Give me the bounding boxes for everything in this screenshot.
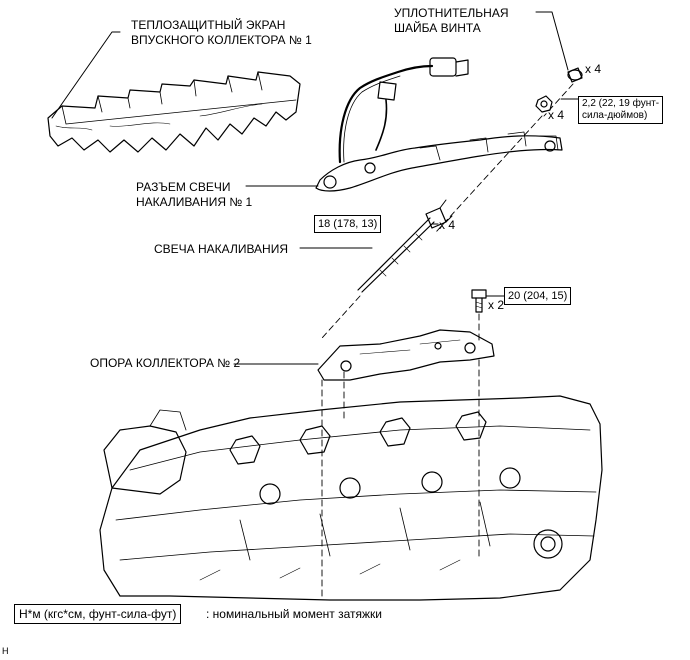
leader-lines bbox=[51, 11, 579, 365]
manifold-bracket-label: ОПОРА КОЛЛЕКТОРА № 2 bbox=[90, 356, 241, 370]
engine-head-part bbox=[99, 395, 603, 601]
glow-plug-quantity: x 4 bbox=[439, 218, 456, 232]
glow-plug-torque-spec: 18 (178, 13) bbox=[314, 215, 382, 233]
nut-torque-line2: сила-дюймов) bbox=[582, 110, 648, 121]
bolt-quantity: x 2 bbox=[488, 298, 505, 312]
screw-washer-label: УПЛОТНИТЕЛЬНАЯ ШАЙБА ВИНТА bbox=[394, 6, 509, 36]
heat-shield-label-line2: ВПУСКНОГО КОЛЛЕКТОРА № 1 bbox=[131, 33, 312, 47]
bolt-torque-spec: 20 (204, 15) bbox=[504, 287, 572, 305]
screw-washer-label-line1: УПЛОТНИТЕЛЬНАЯ bbox=[394, 6, 509, 20]
manifold-bracket-part bbox=[317, 329, 495, 381]
glow-plug-connector-label: РАЗЪЕМ СВЕЧИ НАКАЛИВАНИЯ № 1 bbox=[136, 180, 252, 210]
nut-quantity: x 4 bbox=[548, 108, 565, 122]
washer-quantity: x 4 bbox=[585, 62, 602, 76]
bolt-part bbox=[471, 289, 487, 313]
glow-plug-connector-part bbox=[315, 57, 563, 192]
screw-washer-label-line2: ШАЙБА ВИНТА bbox=[394, 21, 481, 35]
heat-shield-part bbox=[47, 71, 301, 153]
torque-legend-description: : номинальный момент затяжки bbox=[206, 607, 382, 621]
assembly-guide-lines bbox=[321, 83, 574, 599]
glow-plug-connector-label-line1: РАЗЪЕМ СВЕЧИ bbox=[136, 180, 231, 194]
glow-plug-label: СВЕЧА НАКАЛИВАНИЯ bbox=[154, 242, 289, 256]
screw-washer-part bbox=[567, 67, 583, 83]
nut-torque-spec: 2,2 (22, 19 фунт- сила-дюймов) bbox=[578, 96, 664, 124]
heat-shield-label-line1: ТЕПЛОЗАЩИТНЫЙ ЭКРАН bbox=[131, 18, 286, 32]
corner-mark: H bbox=[2, 646, 9, 656]
nut-torque-line1: 2,2 (22, 19 фунт- bbox=[582, 98, 660, 109]
glow-plug-connector-label-line2: НАКАЛИВАНИЯ № 1 bbox=[136, 195, 253, 209]
heat-shield-label: ТЕПЛОЗАЩИТНЫЙ ЭКРАН ВПУСКНОГО КОЛЛЕКТОРА… bbox=[131, 18, 312, 48]
torque-units-legend: Н*м (кгс*см, фунт-сила-фут) bbox=[14, 604, 182, 624]
glow-plug-part bbox=[357, 199, 453, 293]
